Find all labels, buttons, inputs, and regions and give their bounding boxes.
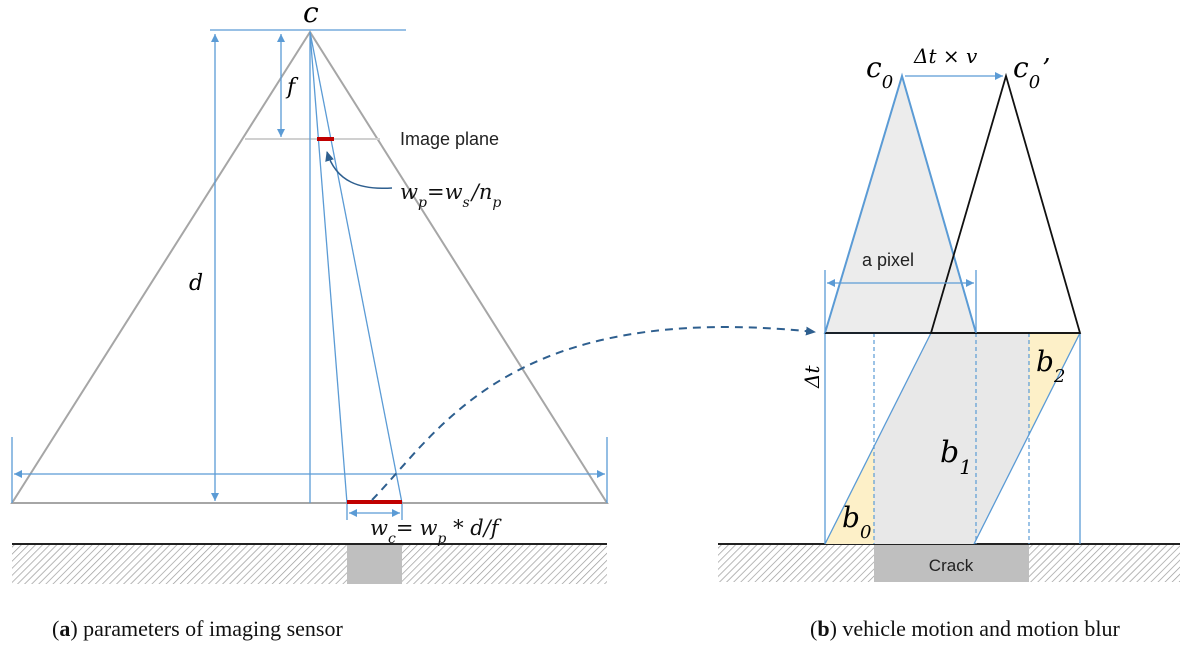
panel-a: c f d Image plane wp=ws/np wc= wp * d/f (… <box>10 0 609 641</box>
blur-edge-left <box>824 332 932 545</box>
focal-label: f <box>285 75 299 100</box>
caption-a: (a) parameters of imaging sensor <box>52 616 343 641</box>
b0-label: b0 <box>842 501 871 543</box>
pixel-label: a pixel <box>862 250 914 270</box>
pixel-width-formula: wp=ws/np <box>400 180 501 211</box>
ray-right <box>309 31 403 504</box>
dt-label: Δt <box>800 365 824 389</box>
region-b1 <box>874 333 1029 544</box>
pixel-pointer-arrow <box>325 151 393 190</box>
apex-label: c <box>303 0 319 29</box>
ground-b <box>718 543 1180 582</box>
panel-b: c0 c0’ Δt × v a pixel Δt b1 b2 b0 Crack … <box>718 44 1180 641</box>
b1-label: b1 <box>940 435 972 479</box>
displacement-label: Δt × v <box>913 44 978 68</box>
ray-left <box>309 31 348 504</box>
c0-label: c0 <box>866 51 893 93</box>
distance-label: d <box>189 271 203 296</box>
crack-block-b <box>874 545 1029 582</box>
b2-label: b2 <box>1036 345 1065 387</box>
image-plane-label: Image plane <box>400 129 499 149</box>
dashed-connector-arrow <box>371 326 816 501</box>
crack-width-formula: wc= wp * d/f <box>370 516 502 547</box>
crack-block-a <box>347 545 402 584</box>
c0prime-label: c0’ <box>1013 51 1050 93</box>
camera-c0-cone <box>823 72 978 334</box>
ground-a <box>12 543 607 584</box>
caption-b: (b) vehicle motion and motion blur <box>810 616 1120 641</box>
crack-label: Crack <box>929 556 974 575</box>
blur-edge-right <box>973 332 1081 545</box>
